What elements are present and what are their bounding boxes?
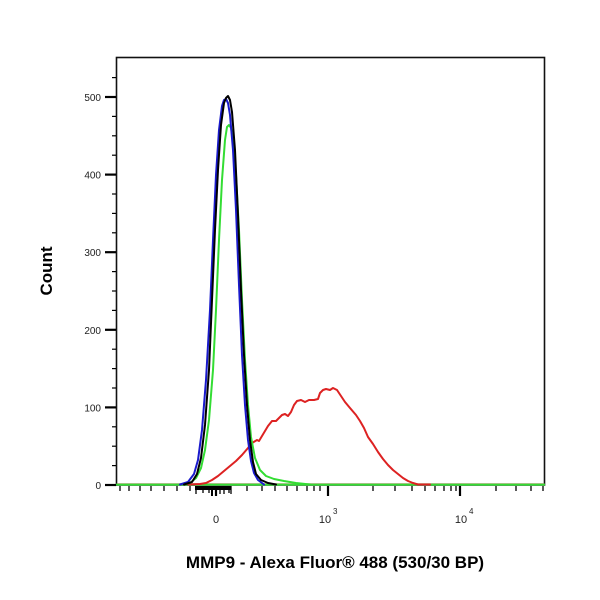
y-tick-labels: 0 100 200 300 400 500	[84, 93, 101, 492]
y-tick-200: 200	[84, 326, 101, 337]
plot-frame	[115, 56, 546, 486]
x-axis	[119, 486, 544, 496]
x-tick-0: 0	[213, 514, 219, 526]
y-tick-300: 300	[84, 248, 101, 259]
series-red-mmp9	[187, 387, 431, 486]
y-tick-0: 0	[95, 481, 101, 492]
y-tick-100: 100	[84, 403, 101, 414]
y-tick-500: 500	[84, 93, 101, 104]
y-tick-400: 400	[84, 171, 101, 182]
x-tick-1e3-exp: 3	[333, 507, 338, 516]
x-tick-1e3-base: 10	[319, 514, 331, 526]
y-axis	[105, 76, 116, 487]
series-group	[115, 95, 546, 486]
x-tick-labels: 0 10 3 10 4	[213, 507, 474, 526]
x-tick-1e4-exp: 4	[469, 507, 474, 516]
x-tick-1e4-base: 10	[455, 514, 467, 526]
x-axis-title: MMP9 - Alexa Fluor® 488 (530/30 BP)	[186, 553, 484, 572]
y-axis-title: Count	[37, 246, 56, 295]
series-black-control	[183, 95, 277, 486]
